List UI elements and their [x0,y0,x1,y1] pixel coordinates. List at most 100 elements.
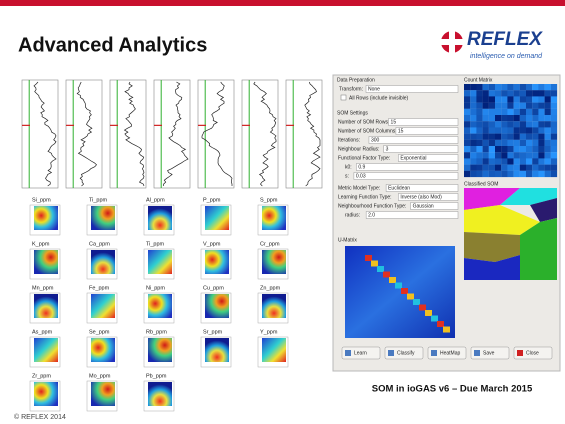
count-cell [464,139,471,147]
u-matrix-ridge [407,293,414,300]
count-cell [538,146,545,153]
checkbox[interactable] [340,94,347,101]
log-curve [33,81,57,187]
count-cell [532,96,539,103]
count-cell [482,121,489,128]
u-matrix-ridge [389,277,396,283]
count-cell [507,108,514,116]
map-label: Cr_ppm [260,241,280,247]
count-cell [519,146,527,153]
count-cell [538,139,545,147]
input[interactable] [353,172,459,180]
input[interactable] [395,127,459,135]
count-cell [550,90,558,97]
count-cell [544,121,551,128]
count-cell [495,139,502,147]
count-cell [532,108,539,116]
count-cell [526,90,533,97]
count-cell [476,108,483,116]
input[interactable] [410,202,459,210]
count-cell [501,102,508,109]
count-cell [526,158,533,165]
count-cell [488,146,496,153]
button[interactable] [341,346,381,360]
field-label: Functional Factor Type: [338,155,390,161]
count-cell [519,96,527,103]
input[interactable] [398,193,459,201]
count-cell [501,164,508,171]
field-value: 15 [398,128,404,134]
input[interactable] [368,136,459,144]
input[interactable] [398,154,459,162]
input[interactable] [383,145,459,153]
count-cell [495,164,502,171]
count-cell [526,108,533,116]
count-cell [495,90,502,97]
count-cell [488,170,496,178]
count-cell [464,115,471,122]
u-matrix [345,246,455,338]
count-cell [501,90,508,97]
log-curve [162,81,189,187]
count-cell [482,108,489,116]
count-cell [470,152,477,159]
button[interactable] [513,346,553,360]
count-cell [519,158,527,165]
count-cell [538,127,545,134]
count-cell [513,127,520,134]
button[interactable] [470,346,510,360]
count-cell [488,133,496,140]
count-cell [538,121,545,128]
count-cell [476,102,483,109]
dropdown[interactable] [365,85,459,93]
input[interactable] [365,211,459,219]
button-icon [517,350,523,356]
count-cell [513,84,520,91]
count-cell [550,115,558,122]
dialog-content: Data Preparation Transform: None All Rows (… [337,77,558,360]
count-cell [488,158,496,165]
count-cell [526,121,533,128]
map-label: Mn_ppm [32,285,54,291]
checkbox-label: All Rows (include invisible) [349,95,409,101]
field-label: Metric Model Type: [338,185,380,191]
count-cell [538,164,545,171]
input[interactable] [388,118,459,126]
map-label: Fe_ppm [89,285,110,291]
count-cell [526,96,533,103]
count-cell [464,152,471,159]
logo-icon [440,39,464,45]
count-cell [550,96,558,103]
count-cell [507,139,514,147]
count-cell [476,121,483,128]
field-value: 0.03 [356,173,366,179]
map-heat [205,206,229,230]
button[interactable] [384,346,424,360]
count-cell [513,108,520,116]
count-cell [482,102,489,109]
count-cell [550,158,558,165]
field-label: radius: [345,212,360,218]
map-heat [205,250,229,274]
count-cell [482,139,489,147]
map-heat [148,250,172,274]
input[interactable] [356,163,459,171]
count-cell [519,84,527,91]
count-cell [507,146,514,153]
map-heat [91,338,115,362]
count-cell [495,121,502,128]
count-cell [476,90,483,97]
button[interactable] [427,346,467,360]
input[interactable] [385,184,459,192]
field-label: Neighbour Radius: [338,146,379,152]
count-cell [470,84,477,91]
count-cell [495,146,502,153]
count-cell [476,152,483,159]
u-matrix-ridge [431,315,438,322]
footer: © REFLEX 2014 [14,413,66,421]
log-curve [201,81,233,186]
count-cell [538,96,545,103]
map-heat [91,382,115,406]
count-cell [526,102,533,109]
count-cell [482,84,489,91]
